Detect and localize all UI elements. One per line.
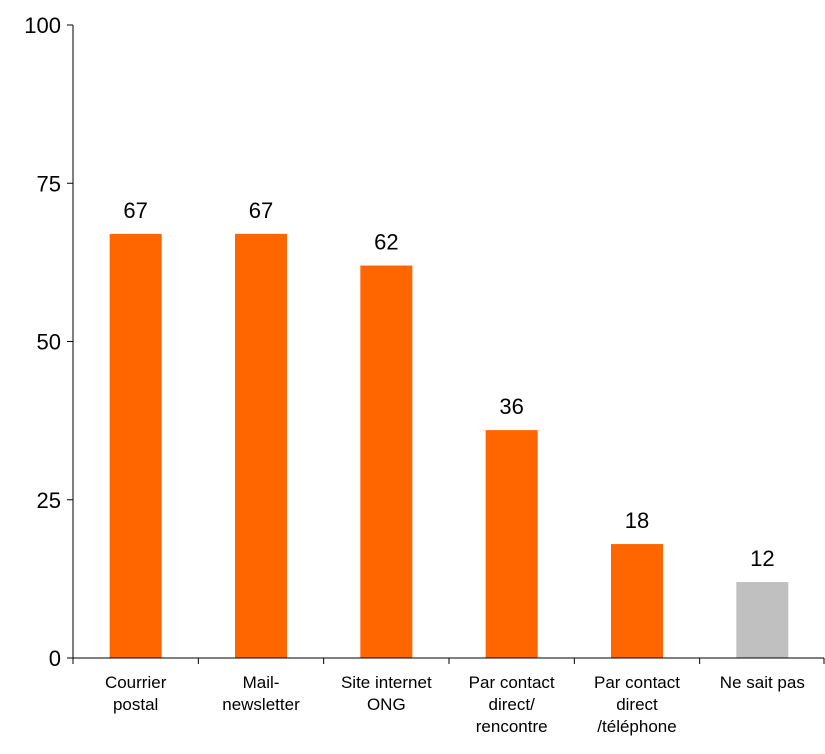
x-tick-label-0-line-0: Courrier xyxy=(105,673,167,692)
x-tick-label-3-line-0: Par contact xyxy=(469,673,555,692)
data-label-2: 62 xyxy=(374,230,398,255)
x-tick-label-2-line-0: Site internet xyxy=(341,673,432,692)
bars-layer xyxy=(109,233,789,658)
x-tick-label-1-line-0: Mail- xyxy=(243,673,280,692)
bar-0 xyxy=(109,233,162,658)
y-tick-label-3: 75 xyxy=(37,171,61,196)
x-tick-label-4-line-0: Par contact xyxy=(594,673,680,692)
data-label-4: 18 xyxy=(625,508,649,533)
bar-4 xyxy=(611,544,663,658)
x-tick-label-0-line-1: postal xyxy=(113,695,158,714)
x-tick-label-3: Par contact direct/rencontre xyxy=(469,673,555,736)
data-label-3: 36 xyxy=(499,394,523,419)
x-tick-label-4-line-1: direct xyxy=(616,695,658,714)
x-tick-label-0: Courrier postal xyxy=(105,673,167,714)
data-label-1: 67 xyxy=(249,198,273,223)
data-label-0: 67 xyxy=(123,198,147,223)
labels-layer: 67 67 62 36 18 12 0 25 50 75 100 Courrier postal Mail… xyxy=(24,13,805,736)
x-tick-label-2-line-1: ONG xyxy=(367,695,406,714)
x-tick-label-5: Ne sait pas xyxy=(720,673,805,692)
y-tick-label-1: 25 xyxy=(37,488,61,513)
y-tick-label-2: 50 xyxy=(37,330,61,355)
y-tick-label-0: 0 xyxy=(49,646,61,671)
x-tick-label-2: Site internet ONG xyxy=(341,673,432,714)
x-tick-label-1: Mail-newsletter xyxy=(222,673,300,714)
bar-3 xyxy=(485,430,538,658)
data-label-5: 12 xyxy=(750,546,774,571)
x-tick-label-4-line-2: /téléphone xyxy=(597,717,676,736)
bar-5 xyxy=(736,582,789,658)
x-tick-label-3-line-2: rencontre xyxy=(476,717,548,736)
x-tick-label-5-line-0: Ne sait pas xyxy=(720,673,805,692)
x-tick-label-3-line-1: direct/ xyxy=(489,695,536,714)
bar-2 xyxy=(360,265,413,658)
y-tick-label-4: 100 xyxy=(24,13,61,38)
axes-layer xyxy=(67,24,825,664)
bar-1 xyxy=(235,233,287,658)
x-tick-label-4: Par contact direct/téléphone xyxy=(594,673,680,736)
x-tick-label-1-line-1: newsletter xyxy=(222,695,300,714)
